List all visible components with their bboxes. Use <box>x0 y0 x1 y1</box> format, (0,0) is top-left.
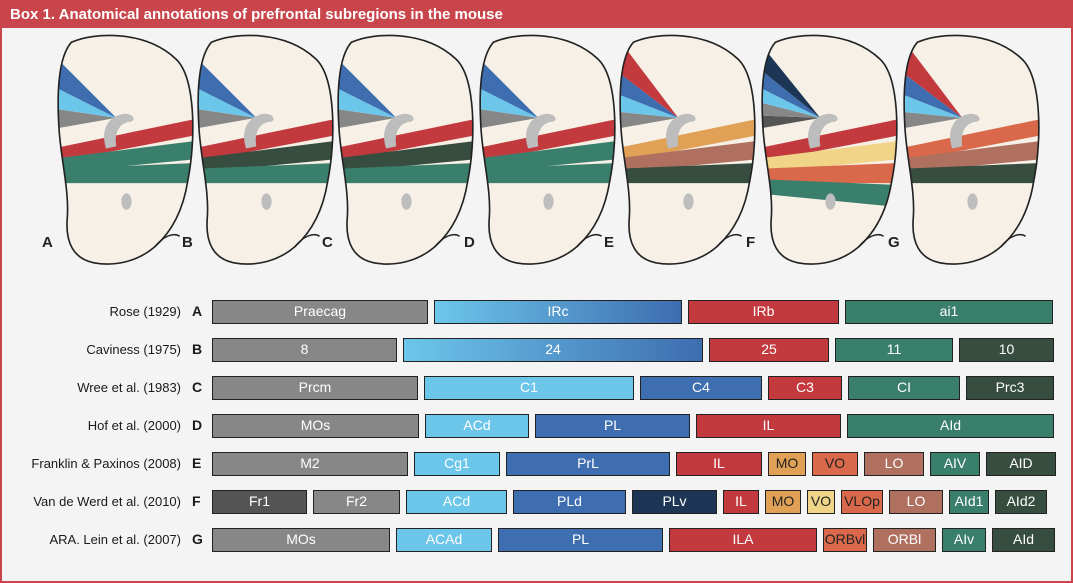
region-segment: IL <box>676 452 762 476</box>
atlas-row: Franklin & Paxinos (2008) E M2 Cg1 PrL IL MO VO… <box>2 452 1071 476</box>
panel-letter-e: E <box>604 234 614 251</box>
region-segment: ORBvl <box>823 528 867 552</box>
region-segment: Cg1 <box>414 452 500 476</box>
anterior-commissure-dot <box>543 193 553 209</box>
panel-letter-a: A <box>42 234 53 251</box>
atlas-row: Caviness (1975) B 8 24 25 11 10 <box>2 338 1071 362</box>
brain-section-c <box>332 28 482 273</box>
atlas-row: ARA. Lein et al. (2007) G MOs ACAd PL ILA ORBv… <box>2 528 1071 552</box>
panel-letter-d: D <box>464 234 475 251</box>
region-segment: LO <box>864 452 924 476</box>
region-segment: Prc3 <box>966 376 1054 400</box>
row-panel-letter: G <box>192 531 203 547</box>
region-segment: VLOp <box>841 490 883 514</box>
region-segment: AID <box>986 452 1056 476</box>
brain-panels: A B C D E F G <box>2 28 1071 290</box>
brain-section-d <box>474 28 624 273</box>
atlas-source-label: Franklin & Paxinos (2008) <box>31 456 181 471</box>
anterior-commissure-dot <box>825 193 835 209</box>
region-segment: Praecag <box>212 300 428 324</box>
region-segment: ORBl <box>873 528 936 552</box>
region-segment: AId <box>992 528 1055 552</box>
region-segment: AId <box>847 414 1054 438</box>
brain-section-b <box>192 28 342 273</box>
region-segment: ACAd <box>396 528 492 552</box>
atlas-row: Hof et al. (2000) D MOs ACd PL IL AId <box>2 414 1071 438</box>
row-panel-letter: B <box>192 341 202 357</box>
panel-letter-f: F <box>746 234 755 251</box>
region-segment: ACd <box>425 414 529 438</box>
atlas-source-label: Rose (1929) <box>109 304 181 319</box>
region-segment: MOs <box>212 414 419 438</box>
brain-section-f <box>756 28 906 273</box>
box-title: Box 1. Anatomical annotations of prefron… <box>2 2 1071 28</box>
region-segment: IRb <box>688 300 839 324</box>
region-segment: Fr1 <box>212 490 307 514</box>
region-segment: 8 <box>212 338 397 362</box>
region-segment: ILA <box>669 528 817 552</box>
region-segment: PrL <box>506 452 670 476</box>
region-segment: 11 <box>835 338 953 362</box>
region-segment: 10 <box>959 338 1054 362</box>
region-segment: IL <box>723 490 759 514</box>
panel-letter-b: B <box>182 234 193 251</box>
region-segment: PLd <box>513 490 626 514</box>
anterior-commissure-dot <box>683 193 693 209</box>
row-panel-letter: E <box>192 455 201 471</box>
region-segment: CI <box>848 376 960 400</box>
box-frame: Box 1. Anatomical annotations of prefron… <box>0 0 1073 583</box>
panel-letter-c: C <box>322 234 333 251</box>
region-segment: PL <box>535 414 690 438</box>
atlas-source-label: ARA. Lein et al. (2007) <box>49 532 181 547</box>
region-segment: IRc <box>434 300 682 324</box>
atlas-row: Wree et al. (1983) C Prcm C1 C4 C3 CI Prc3 <box>2 376 1071 400</box>
atlas-row: Rose (1929) A Praecag IRc IRb ai1 <box>2 300 1071 324</box>
anterior-commissure-dot <box>401 193 411 209</box>
region-segment: M2 <box>212 452 408 476</box>
anterior-commissure-dot <box>967 193 977 209</box>
region-segment: Prcm <box>212 376 418 400</box>
region-segment: AId2 <box>995 490 1047 514</box>
region-segment: ai1 <box>845 300 1053 324</box>
atlas-source-label: Van de Werd et al. (2010) <box>33 494 181 509</box>
brain-section-a <box>52 28 202 273</box>
atlas-source-label: Wree et al. (1983) <box>77 380 181 395</box>
row-panel-letter: A <box>192 303 202 319</box>
region-segment: AIv <box>942 528 986 552</box>
region-segment: MOs <box>212 528 390 552</box>
atlas-source-label: Hof et al. (2000) <box>88 418 181 433</box>
region-segment: AIV <box>930 452 980 476</box>
region-segment: PL <box>498 528 663 552</box>
region-segment: 25 <box>709 338 829 362</box>
region-segment: C1 <box>424 376 634 400</box>
brain-panel-g: G <box>898 28 1058 290</box>
region-segment: C3 <box>768 376 842 400</box>
row-panel-letter: D <box>192 417 202 433</box>
anterior-commissure-dot <box>121 193 131 209</box>
region-segment: MO <box>768 452 806 476</box>
region-segment: C4 <box>640 376 762 400</box>
brain-section-g <box>898 28 1048 273</box>
region-segment: MO <box>765 490 801 514</box>
region-segment: Fr2 <box>313 490 400 514</box>
region-segment: VO <box>812 452 858 476</box>
region-segment: ACd <box>406 490 507 514</box>
atlas-row: Van de Werd et al. (2010) F Fr1 Fr2 ACd PLd PL… <box>2 490 1071 514</box>
region-segment: 24 <box>403 338 703 362</box>
anterior-commissure-dot <box>261 193 271 209</box>
atlas-source-label: Caviness (1975) <box>86 342 181 357</box>
region-segment: LO <box>889 490 943 514</box>
row-panel-letter: C <box>192 379 202 395</box>
region-segment: AId1 <box>949 490 989 514</box>
region-segment: IL <box>696 414 841 438</box>
row-panel-letter: F <box>192 493 201 509</box>
region-segment: VO <box>807 490 835 514</box>
region-segment: PLv <box>632 490 717 514</box>
brain-section-e <box>614 28 764 273</box>
panel-letter-g: G <box>888 234 900 251</box>
